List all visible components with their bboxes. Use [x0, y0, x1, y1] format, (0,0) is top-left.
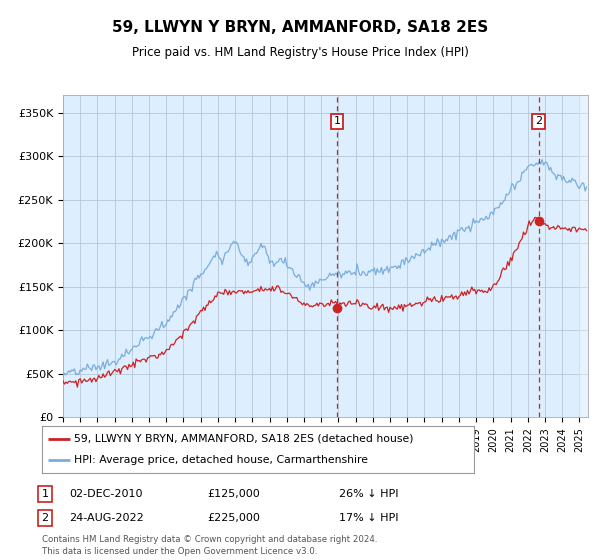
Text: £125,000: £125,000 [207, 489, 260, 499]
Text: 1: 1 [41, 489, 49, 499]
Text: 17% ↓ HPI: 17% ↓ HPI [339, 513, 398, 523]
Text: 26% ↓ HPI: 26% ↓ HPI [339, 489, 398, 499]
Text: 59, LLWYN Y BRYN, AMMANFORD, SA18 2ES (detached house): 59, LLWYN Y BRYN, AMMANFORD, SA18 2ES (d… [74, 434, 414, 444]
Text: Price paid vs. HM Land Registry's House Price Index (HPI): Price paid vs. HM Land Registry's House … [131, 46, 469, 59]
Text: 2: 2 [41, 513, 49, 523]
Text: HPI: Average price, detached house, Carmarthenshire: HPI: Average price, detached house, Carm… [74, 455, 368, 465]
Text: Contains HM Land Registry data © Crown copyright and database right 2024.
This d: Contains HM Land Registry data © Crown c… [42, 535, 377, 556]
Text: 24-AUG-2022: 24-AUG-2022 [69, 513, 144, 523]
Text: 2: 2 [535, 116, 542, 127]
Bar [580, 95, 588, 417]
Text: 02-DEC-2010: 02-DEC-2010 [69, 489, 143, 499]
Text: £225,000: £225,000 [207, 513, 260, 523]
Text: 59, LLWYN Y BRYN, AMMANFORD, SA18 2ES: 59, LLWYN Y BRYN, AMMANFORD, SA18 2ES [112, 20, 488, 35]
Text: 1: 1 [334, 116, 341, 127]
